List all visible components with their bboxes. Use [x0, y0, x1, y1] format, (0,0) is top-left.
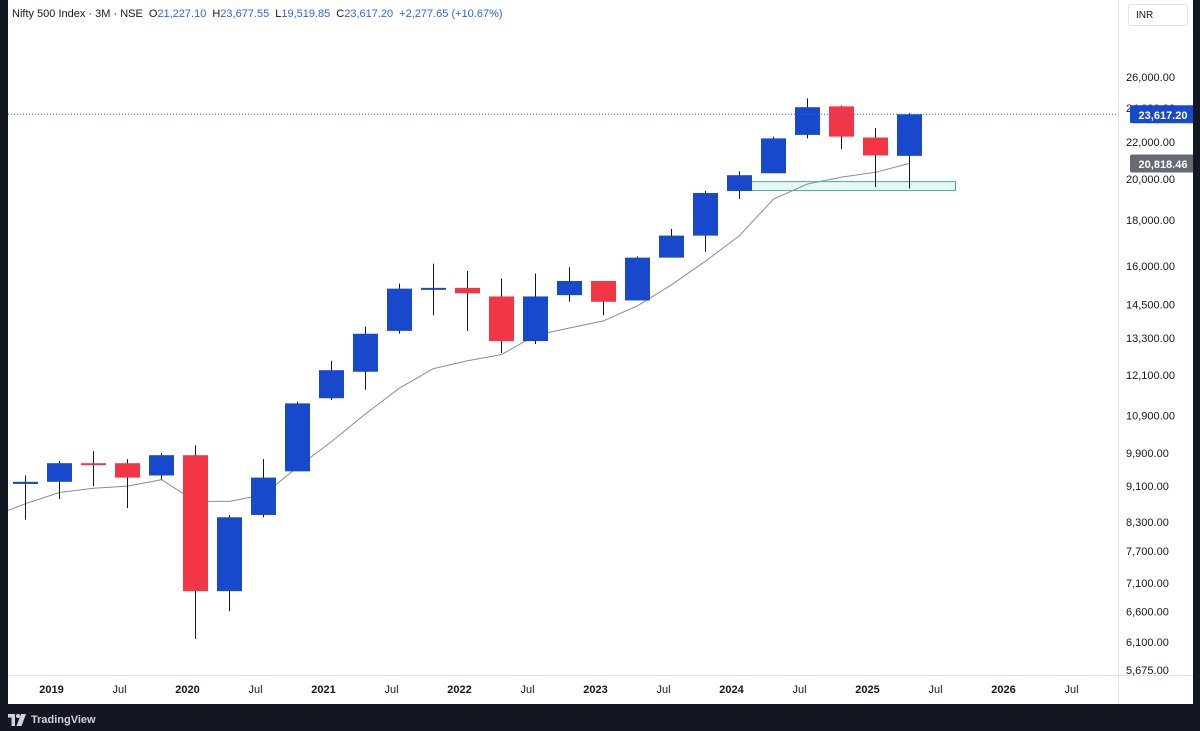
support-zone-rectangle[interactable] [731, 181, 956, 192]
time-tick-label: 2019 [39, 684, 63, 696]
tradingview-brand[interactable]: TradingView [31, 713, 96, 726]
time-tick-label: 2020 [175, 684, 199, 696]
candle-body-down[interactable] [455, 287, 480, 294]
time-tick-label: 2026 [991, 684, 1015, 696]
candle-body-down[interactable] [115, 463, 140, 478]
price-tick-label: 8,300.00 [1126, 517, 1169, 529]
time-tick-label: Jul [248, 684, 262, 696]
candle-body-up[interactable] [557, 280, 582, 296]
price-tick-label: 12,100.00 [1126, 370, 1175, 382]
candle-body-up[interactable] [421, 287, 446, 290]
candle-body-down[interactable] [863, 137, 888, 156]
symbol-title[interactable]: Nifty 500 Index · 3M · NSE [12, 8, 143, 20]
candle-body-up[interactable] [285, 403, 310, 472]
candle-body-down[interactable] [183, 455, 208, 592]
candle-body-up[interactable] [761, 138, 786, 174]
candle-body-down[interactable] [81, 463, 106, 466]
time-tick-label: Jul [112, 684, 126, 696]
candle-body-up[interactable] [659, 235, 684, 258]
time-tick-label: 2023 [583, 684, 607, 696]
candle-body-up[interactable] [387, 288, 412, 331]
price-tick-label: 9,100.00 [1126, 481, 1169, 493]
candle-body-up[interactable] [217, 517, 242, 592]
open-label: O [148, 8, 158, 20]
price-tick-label: 22,000.00 [1126, 137, 1175, 149]
high-value: 23,677.55 [220, 8, 270, 20]
time-tick-label: Jul [520, 684, 534, 696]
candle-body-up[interactable] [149, 455, 174, 476]
time-tick-label: 2025 [855, 684, 879, 696]
moving-average-tag [1130, 154, 1193, 173]
price-tick-label: 5,675.00 [1126, 665, 1169, 677]
candle-body-up[interactable] [13, 481, 38, 484]
open-value: 21,227.10 [157, 8, 207, 20]
candle-body-up[interactable] [795, 107, 820, 135]
price-tick-label: 9,900.00 [1126, 448, 1169, 460]
price-tick-label: 26,000.00 [1126, 72, 1175, 84]
time-tick-label: Jul [384, 684, 398, 696]
price-tick-label: 10,900.00 [1126, 411, 1175, 423]
price-tick-label: 7,100.00 [1126, 578, 1169, 590]
price-tick-label: 20,000.00 [1126, 174, 1175, 186]
last-price-tag [1130, 105, 1193, 124]
symbol-header: Nifty 500 Index · 3M · NSE O 21,227.10 H… [12, 6, 503, 22]
price-tick-label: 7,700.00 [1126, 546, 1169, 558]
candle-body-up[interactable] [693, 192, 718, 236]
candle-body-up[interactable] [353, 333, 378, 372]
chart-window: 26,000.0024,000.0022,000.0020,000.0018,0… [8, 0, 1193, 704]
time-tick-label: 2022 [447, 684, 471, 696]
tradingview-logo-icon[interactable] [8, 713, 26, 726]
moving-average-line[interactable] [8, 162, 910, 511]
candlestick-chart[interactable]: 26,000.0024,000.0022,000.0020,000.0018,0… [8, 0, 1193, 704]
last-price-label: 23,617.20 [1139, 110, 1188, 122]
time-tick-label: Jul [928, 684, 942, 696]
candle-body-up[interactable] [625, 257, 650, 301]
candle-body-up[interactable] [47, 463, 72, 482]
time-tick-label: 2024 [719, 684, 744, 696]
candle-body-up[interactable] [727, 175, 752, 191]
currency-selector[interactable]: INR [1128, 4, 1188, 26]
close-label: C [336, 8, 345, 20]
time-tick-label: 2021 [311, 684, 335, 696]
close-value: 23,617.20 [344, 8, 394, 20]
time-tick-label: Jul [656, 684, 670, 696]
moving-average-label: 20,818.46 [1139, 159, 1188, 171]
time-tick-label: Jul [792, 684, 806, 696]
price-tick-label: 14,500.00 [1126, 299, 1175, 311]
price-tick-label: 6,600.00 [1126, 606, 1169, 618]
footer-bar: TradingView [0, 708, 1200, 731]
candle-body-up[interactable] [319, 370, 344, 399]
price-tick-label: 16,000.00 [1126, 261, 1175, 273]
price-tick-label: 18,000.00 [1126, 215, 1175, 227]
candle-body-up[interactable] [897, 114, 922, 156]
candle-body-down[interactable] [591, 280, 616, 302]
price-tick-label: 6,100.00 [1126, 637, 1169, 649]
time-tick-label: Jul [1064, 684, 1078, 696]
low-label: L [275, 8, 282, 20]
change-value: +2,277.65 (+10.67%) [399, 8, 503, 20]
candle-body-up[interactable] [523, 296, 548, 342]
high-label: H [212, 8, 221, 20]
price-tick-label: 13,300.00 [1126, 333, 1175, 345]
candle-body-down[interactable] [829, 106, 854, 137]
candle-body-up[interactable] [251, 477, 276, 515]
candle-body-down[interactable] [489, 296, 514, 342]
low-value: 19,519.85 [281, 8, 331, 20]
